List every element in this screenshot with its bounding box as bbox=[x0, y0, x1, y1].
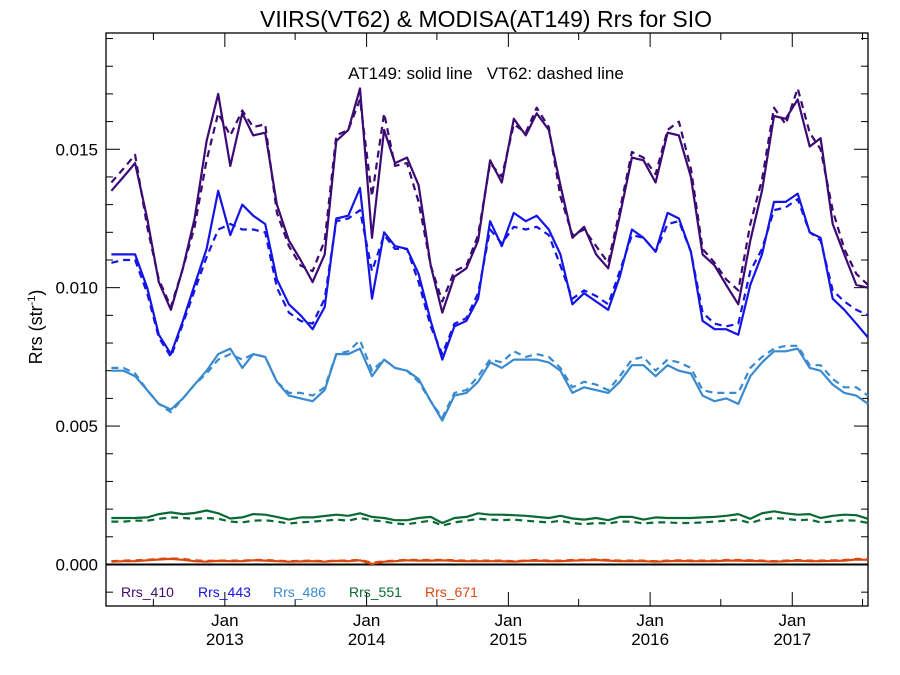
x-tick-label-year: 2016 bbox=[631, 630, 669, 649]
series-line-rrs-486-at149-solid bbox=[111, 347, 869, 422]
line-style-annotation: AT149: solid line VT62: dashed line bbox=[348, 64, 624, 83]
x-tick-label-month: Jan bbox=[779, 611, 806, 630]
x-tick-label-month: Jan bbox=[211, 611, 238, 630]
y-axis-label-superscript: -1 bbox=[26, 296, 38, 306]
x-tick-label-month: Jan bbox=[353, 611, 380, 630]
legend-entry-rrs-486: Rrs_486 bbox=[273, 584, 326, 600]
x-tick-label-year: 2015 bbox=[489, 630, 527, 649]
x-tick-label-year: 2013 bbox=[206, 630, 244, 649]
series-line-rrs-443-at149-solid bbox=[111, 186, 869, 361]
series-line-rrs-551-at149-solid bbox=[111, 509, 869, 525]
legend-entry-rrs-551: Rrs_551 bbox=[349, 584, 402, 600]
y-tick-label: 0.010 bbox=[55, 279, 98, 298]
legend-entry-rrs-671: Rrs_671 bbox=[425, 584, 478, 600]
y-axis-label-end: ) bbox=[26, 290, 46, 296]
y-tick-label: 0.000 bbox=[55, 555, 98, 574]
plot-area: 0.0000.0050.0100.015Jan2013Jan2014Jan201… bbox=[55, 32, 869, 649]
series-line-rrs-551-vt62-dashed bbox=[111, 516, 869, 527]
y-tick-label: 0.005 bbox=[55, 417, 98, 436]
series-line-rrs-443-vt62-dashed bbox=[111, 198, 869, 358]
x-tick-label-month: Jan bbox=[495, 611, 522, 630]
y-axis-label-base: Rrs (str bbox=[26, 305, 46, 364]
y-tick-label: 0.015 bbox=[55, 140, 98, 159]
chart-title: VIIRS(VT62) & MODISA(AT149) Rrs for SIO bbox=[260, 6, 712, 32]
series-line-rrs-410-at149-solid bbox=[110, 87, 869, 314]
x-tick-label-month: Jan bbox=[636, 611, 663, 630]
series-line-rrs-410-vt62-dashed bbox=[110, 87, 869, 309]
legend-entry-rrs-443: Rrs_443 bbox=[198, 584, 251, 600]
x-tick-label-year: 2014 bbox=[348, 630, 386, 649]
y-axis-label: Rrs (str-1) bbox=[26, 290, 46, 365]
series-line-rrs-486-vt62-dashed bbox=[111, 339, 869, 419]
plot-frame bbox=[105, 32, 869, 607]
series-line-rrs-671-at149-solid bbox=[111, 557, 869, 566]
x-tick-label-year: 2017 bbox=[773, 630, 811, 649]
legend-entry-rrs-410: Rrs_410 bbox=[121, 584, 174, 600]
